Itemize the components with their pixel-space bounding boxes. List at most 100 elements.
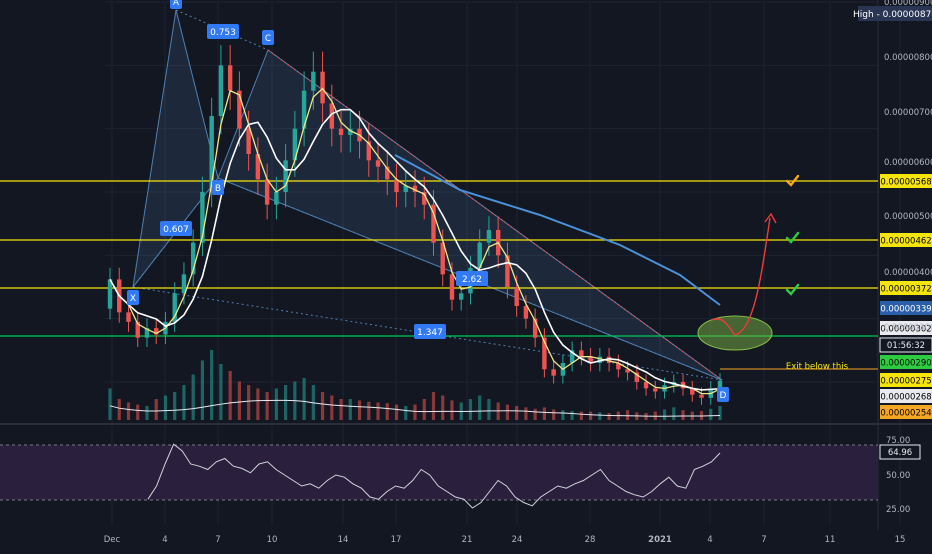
price-label-bg (880, 301, 932, 315)
candle-body (449, 274, 455, 300)
volume-bar (718, 406, 722, 420)
candle-body (375, 160, 381, 167)
price-tick: 0.00000600 (884, 158, 932, 168)
volume-bar (330, 395, 334, 420)
volume-bar (561, 410, 565, 420)
price-label-bg (880, 389, 932, 403)
candle-body (394, 179, 399, 192)
price-label-bg (880, 321, 932, 335)
candle-body (514, 287, 519, 306)
time-tick: 2021 (648, 535, 672, 545)
volume-bar (431, 392, 436, 420)
volume-bar (533, 408, 537, 420)
candle-body (532, 318, 538, 338)
volume-bar (182, 385, 186, 420)
candle-body (107, 279, 113, 309)
header: High - 0.00000876 (853, 6, 932, 21)
time-tick: 4 (162, 535, 167, 545)
annotations: Exit below this (697, 174, 849, 372)
volume-bar (385, 403, 389, 420)
ma-long (394, 154, 721, 306)
projection-arrow-head (764, 212, 777, 224)
volume-bar (598, 412, 602, 420)
candle-body (505, 255, 510, 287)
time-tick: 7 (215, 535, 220, 545)
price-label-bg (880, 281, 932, 295)
ratio-label-bg (456, 271, 488, 286)
rsi-tick: 50.00 (886, 471, 910, 481)
volume-bar (404, 406, 408, 420)
volume-bar (191, 374, 195, 420)
volume-bar (441, 395, 445, 420)
candle-body (440, 242, 445, 275)
volume-bar (579, 411, 583, 420)
time-tick: 11 (825, 535, 836, 545)
projection-arrow-start (711, 318, 736, 336)
volume-ma (109, 399, 721, 417)
volume-bar (505, 404, 510, 420)
candle-body (431, 204, 436, 243)
candle-body (126, 312, 131, 322)
ratio-label: 0.753 (210, 28, 236, 38)
point-label-bg (170, 0, 182, 9)
rsi-current-label: 64.96 (888, 448, 912, 458)
time-tick: 21 (462, 535, 473, 545)
volume-bar (478, 395, 482, 420)
exit-annotation: Exit below this (786, 362, 849, 372)
ratio-label: 1.347 (417, 328, 443, 338)
candle-body (301, 90, 307, 129)
price-tick: 0.00000300 (884, 323, 932, 333)
volume-bar (709, 408, 713, 420)
rsi-band (0, 444, 878, 501)
volume-bar (126, 402, 131, 420)
candle-body (264, 179, 270, 205)
volume-bar (163, 395, 168, 420)
volume-bar (108, 388, 112, 420)
time-axis[interactable]: Dec 4 7 10 14 17 21 24 28 2021 4 7 11 15 (104, 535, 906, 545)
point-label: D (720, 391, 727, 401)
countdown-label: 01:56:32 (887, 341, 925, 351)
candle-body (311, 71, 316, 91)
high-label-box (858, 6, 932, 21)
candle-body (181, 274, 187, 294)
price-tick: 0.00000700 (884, 108, 932, 118)
time-tick: 24 (512, 535, 523, 545)
candle-body (579, 350, 584, 357)
candle-body (329, 103, 335, 129)
rsi-band-rect (0, 445, 878, 500)
candle-body (569, 350, 575, 363)
volume-bar (274, 388, 278, 420)
candle-body (690, 388, 695, 395)
price-label: 0.00000339 (880, 305, 931, 315)
volume-bar (662, 409, 667, 420)
volume-bar (173, 392, 177, 420)
candle-body (551, 369, 556, 376)
volume-bar (265, 392, 269, 420)
volume-bar (413, 404, 417, 420)
candle-body (144, 328, 150, 338)
volume-bar (589, 411, 593, 420)
time-tick: 28 (585, 535, 596, 545)
grid (0, 0, 932, 530)
candle-body (292, 128, 298, 161)
volume-bar (515, 406, 519, 420)
volume-bar (681, 410, 685, 420)
volume-bar (552, 409, 556, 420)
price-label: 0.00000302 (880, 325, 931, 335)
candle-body (699, 394, 704, 398)
target-ellipse (697, 315, 773, 351)
candle-body (218, 65, 224, 116)
price-axis[interactable]: 0.00000568 0.00000462 0.00000372 0.00000339… (879, 0, 932, 515)
point-label: X (130, 294, 136, 304)
price-label: 0.00000462 (880, 237, 931, 247)
pattern-red-trend (267, 49, 723, 381)
volume-bar (219, 364, 223, 420)
countdown-bg (879, 337, 932, 353)
price-label: 0.00000254 (880, 409, 931, 419)
check-icon (785, 231, 800, 244)
candle-body (542, 337, 547, 370)
price-label: 0.00000268 (880, 393, 931, 403)
point-label-bg (212, 180, 224, 195)
